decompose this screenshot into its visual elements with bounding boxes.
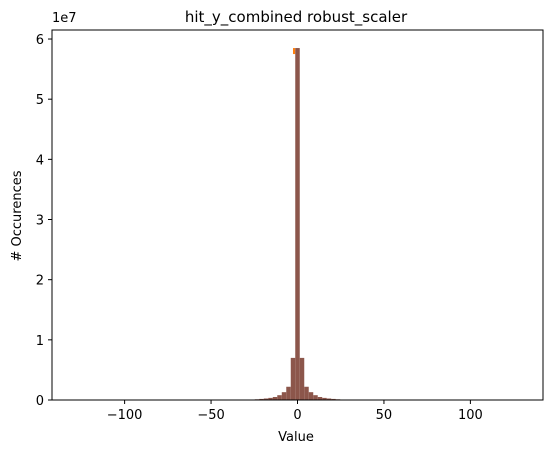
x-tick-label-4: 100 <box>458 408 483 423</box>
histogram-bar-2 <box>259 398 264 400</box>
histogram-bar-18 <box>331 398 336 400</box>
histogram-bar-10 <box>295 48 300 401</box>
histogram-bar-15 <box>317 396 323 400</box>
x-axis-label: Value <box>278 430 314 445</box>
histogram-bar-16 <box>322 397 327 400</box>
x-tick-label-0: −100 <box>107 408 143 423</box>
y-tick-label-1: 1 <box>36 334 44 349</box>
y-tick-label-0: 0 <box>36 394 44 409</box>
y-tick-label-3: 3 <box>36 214 44 229</box>
y-tick-label-5: 5 <box>36 93 44 108</box>
bars-group <box>250 48 345 401</box>
histogram-bar-12 <box>304 386 309 400</box>
x-tick-label-2: 0 <box>293 408 301 423</box>
histogram-bar-17 <box>326 398 332 400</box>
histogram-bar-4 <box>268 397 273 400</box>
histogram-bar-9 <box>290 357 296 400</box>
x-tick-label-3: 50 <box>376 408 393 423</box>
histogram-bar-13 <box>308 392 314 400</box>
chart-title: hit_y_combined robust_scaler <box>185 8 408 27</box>
y-tick-label-4: 4 <box>36 153 44 168</box>
x-axis-ticks: −100 −50 0 50 100 <box>107 400 483 423</box>
histogram-bar-8 <box>286 386 291 400</box>
histogram-bar-14 <box>313 395 318 400</box>
histogram-bar-7 <box>281 392 287 400</box>
y-tick-label-2: 2 <box>36 274 44 289</box>
histogram-bar-6 <box>277 395 282 400</box>
histogram-bar-11 <box>299 357 305 400</box>
y-offset-label: 1e7 <box>52 11 77 26</box>
x-tick-label-1: −50 <box>197 408 224 423</box>
y-axis-ticks: 0 1 2 3 4 5 6 <box>36 33 52 409</box>
histogram-bar-3 <box>263 398 269 400</box>
y-axis-label: # Occurences <box>10 170 25 261</box>
overlay-bars-group <box>293 48 296 55</box>
overlay-bar-0 <box>293 48 296 55</box>
y-tick-label-6: 6 <box>36 33 44 48</box>
histogram-bar-5 <box>272 396 278 400</box>
